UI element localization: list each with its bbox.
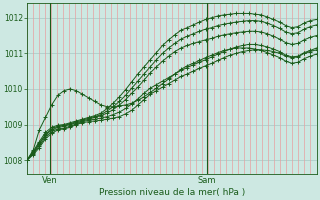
X-axis label: Pression niveau de la mer( hPa ): Pression niveau de la mer( hPa ): [99, 188, 245, 197]
